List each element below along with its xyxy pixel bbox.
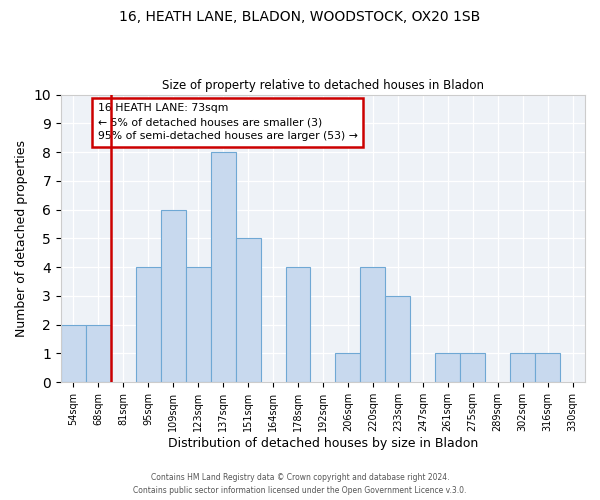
Bar — [136, 267, 161, 382]
Title: Size of property relative to detached houses in Bladon: Size of property relative to detached ho… — [162, 79, 484, 92]
Bar — [535, 354, 560, 382]
X-axis label: Distribution of detached houses by size in Bladon: Distribution of detached houses by size … — [168, 437, 478, 450]
Bar — [161, 210, 185, 382]
Bar — [335, 354, 361, 382]
Text: 16, HEATH LANE, BLADON, WOODSTOCK, OX20 1SB: 16, HEATH LANE, BLADON, WOODSTOCK, OX20 … — [119, 10, 481, 24]
Text: Contains HM Land Registry data © Crown copyright and database right 2024.
Contai: Contains HM Land Registry data © Crown c… — [133, 474, 467, 495]
Bar — [361, 267, 385, 382]
Bar — [286, 267, 310, 382]
Text: 16 HEATH LANE: 73sqm
← 5% of detached houses are smaller (3)
95% of semi-detache: 16 HEATH LANE: 73sqm ← 5% of detached ho… — [98, 103, 358, 141]
Bar — [435, 354, 460, 382]
Y-axis label: Number of detached properties: Number of detached properties — [15, 140, 28, 337]
Bar — [236, 238, 260, 382]
Bar — [86, 324, 111, 382]
Bar — [185, 267, 211, 382]
Bar — [385, 296, 410, 382]
Bar — [211, 152, 236, 382]
Bar — [460, 354, 485, 382]
Bar — [510, 354, 535, 382]
Bar — [61, 324, 86, 382]
